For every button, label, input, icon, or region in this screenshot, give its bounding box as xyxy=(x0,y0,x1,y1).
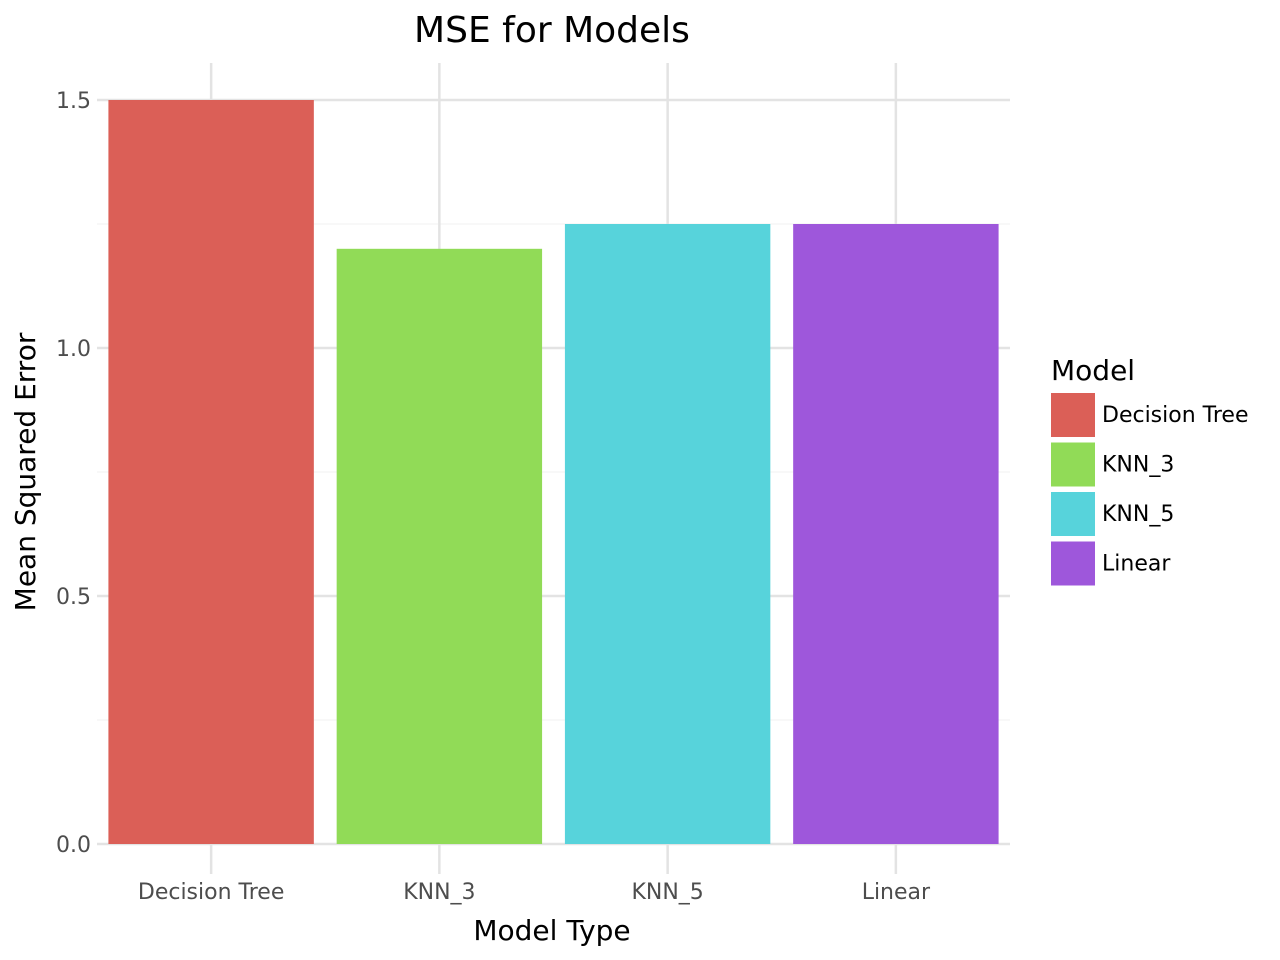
legend-swatch xyxy=(1051,442,1095,487)
x-axis-title: Model Type xyxy=(473,914,630,947)
legend-title: Model xyxy=(1051,354,1135,387)
legend-swatch xyxy=(1051,393,1095,437)
legend-label: KNN_3 xyxy=(1102,453,1174,478)
bar-knn-5 xyxy=(564,224,771,844)
legend-label: KNN_5 xyxy=(1102,502,1174,527)
legend-label: Linear xyxy=(1102,552,1171,577)
legend-swatch xyxy=(1051,492,1095,536)
bar-linear xyxy=(793,224,999,844)
x-tick-label: KNN_3 xyxy=(403,880,475,905)
legend: Model Decision Tree KNN_3 KNN_5 Linear xyxy=(1051,354,1249,586)
y-tick-label: 1.0 xyxy=(56,337,91,362)
chart-title: MSE for Models xyxy=(414,10,690,51)
x-tick-labels: Decision Tree KNN_3 KNN_5 Linear xyxy=(138,880,931,905)
y-tick-label: 0.0 xyxy=(56,833,91,858)
legend-label: Decision Tree xyxy=(1102,403,1249,428)
bar-knn-3 xyxy=(336,248,543,845)
y-tick-labels: 0.0 0.5 1.0 1.5 xyxy=(56,89,91,858)
x-tick-label: Linear xyxy=(862,880,931,905)
y-tick-label: 0.5 xyxy=(56,585,91,610)
bar-decision-tree xyxy=(108,100,314,844)
y-tick-label: 1.5 xyxy=(56,89,91,114)
y-axis-title: Mean Squared Error xyxy=(9,332,42,611)
bars xyxy=(108,100,999,845)
x-tick-label: KNN_5 xyxy=(631,880,703,905)
legend-swatch xyxy=(1051,541,1095,586)
x-tick-label: Decision Tree xyxy=(138,880,285,905)
